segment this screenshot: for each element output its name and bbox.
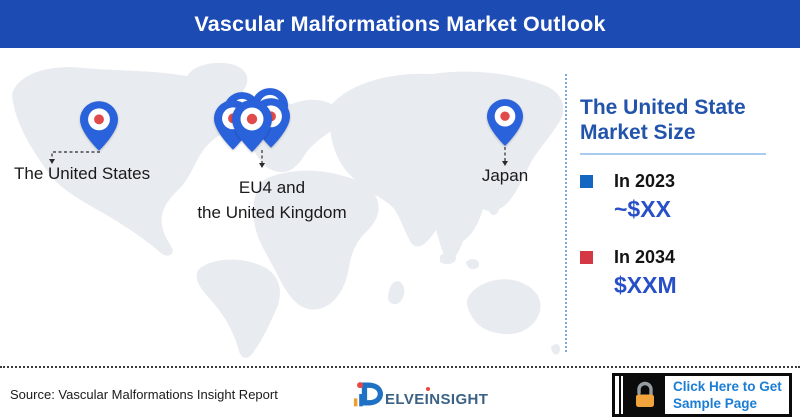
market-size-title: The United State Market Size [580,95,792,145]
logo-text-dot-i: I [424,391,430,408]
continent-south-america [196,259,280,358]
header-bar: Vascular Malformations Market Outlook [0,0,800,48]
open-padlock-icon [636,381,654,407]
logo-text: ELVEINSIGHT [385,392,488,407]
map-pin-icon-eu-5 [232,100,272,152]
title-underline [580,153,766,155]
island-new-zealand [551,344,561,355]
logo-text-part2: NSIGHT [429,391,489,408]
cta-left-gap [615,376,619,414]
continent-australia [467,279,541,335]
location-label-us: The United States [14,164,151,183]
market-size-item-2023: In 2023 ~$XX [580,171,792,223]
island-indonesia-1 [440,252,456,265]
map-pin-icon-us [80,101,118,151]
location-label-eu4-line1: EU4 and [238,178,306,197]
market-size-panel: The United State Market Size In 2023 ~$X… [580,95,792,299]
map-pin-icon-japan [487,99,523,146]
logo-bar-blue [359,394,363,407]
market-size-item-2034: In 2034 $XXM [580,247,792,299]
page-title: Vascular Malformations Market Outlook [194,11,606,36]
logo-red-dot [357,382,364,389]
cta-line2: Sample Page [673,396,758,411]
sample-page-button[interactable]: Click Here to Get Sample Page [612,373,792,417]
island-japan-2 [489,202,500,215]
continent-africa [253,170,379,310]
item-value-2034: $XXM [614,272,677,298]
market-size-title-line2: Market Size [580,121,696,144]
location-label-eu4-line2: the United Kingdom [197,203,347,222]
map-panel-divider [565,74,567,352]
footer-bar: Source: Vascular Malformations Insight R… [0,366,800,420]
cta-left-gap2 [621,376,623,414]
logo-bar-orange [353,398,358,407]
cta-text: Click Here to Get Sample Page [665,376,789,414]
item-value-2023: ~$XX [614,196,671,222]
cta-line1: Click Here to Get [673,379,782,394]
island-japan-1 [497,185,508,201]
continent-north-america [12,67,252,256]
island-madagascar [388,281,405,305]
logo-text-part1: ELVE [385,391,425,408]
bullet-square-2034 [580,251,593,264]
location-label-eu4-uk: EU4 and the United Kingdom [197,175,346,225]
bullet-square-2023 [580,175,593,188]
cta-black-bar [619,376,621,414]
location-label-japan: Japan [481,166,529,185]
delveinsight-logo: ELVEINSIGHT [353,379,488,409]
item-label-2023: In 2023 [614,171,676,191]
lock-panel [623,376,665,414]
item-label-2034: In 2034 [614,247,676,267]
source-text: Source: Vascular Malformations Insight R… [10,387,278,402]
market-size-title-line1: The United State [580,96,746,119]
logo-d-icon [353,382,383,407]
island-indonesia-2 [466,259,480,270]
